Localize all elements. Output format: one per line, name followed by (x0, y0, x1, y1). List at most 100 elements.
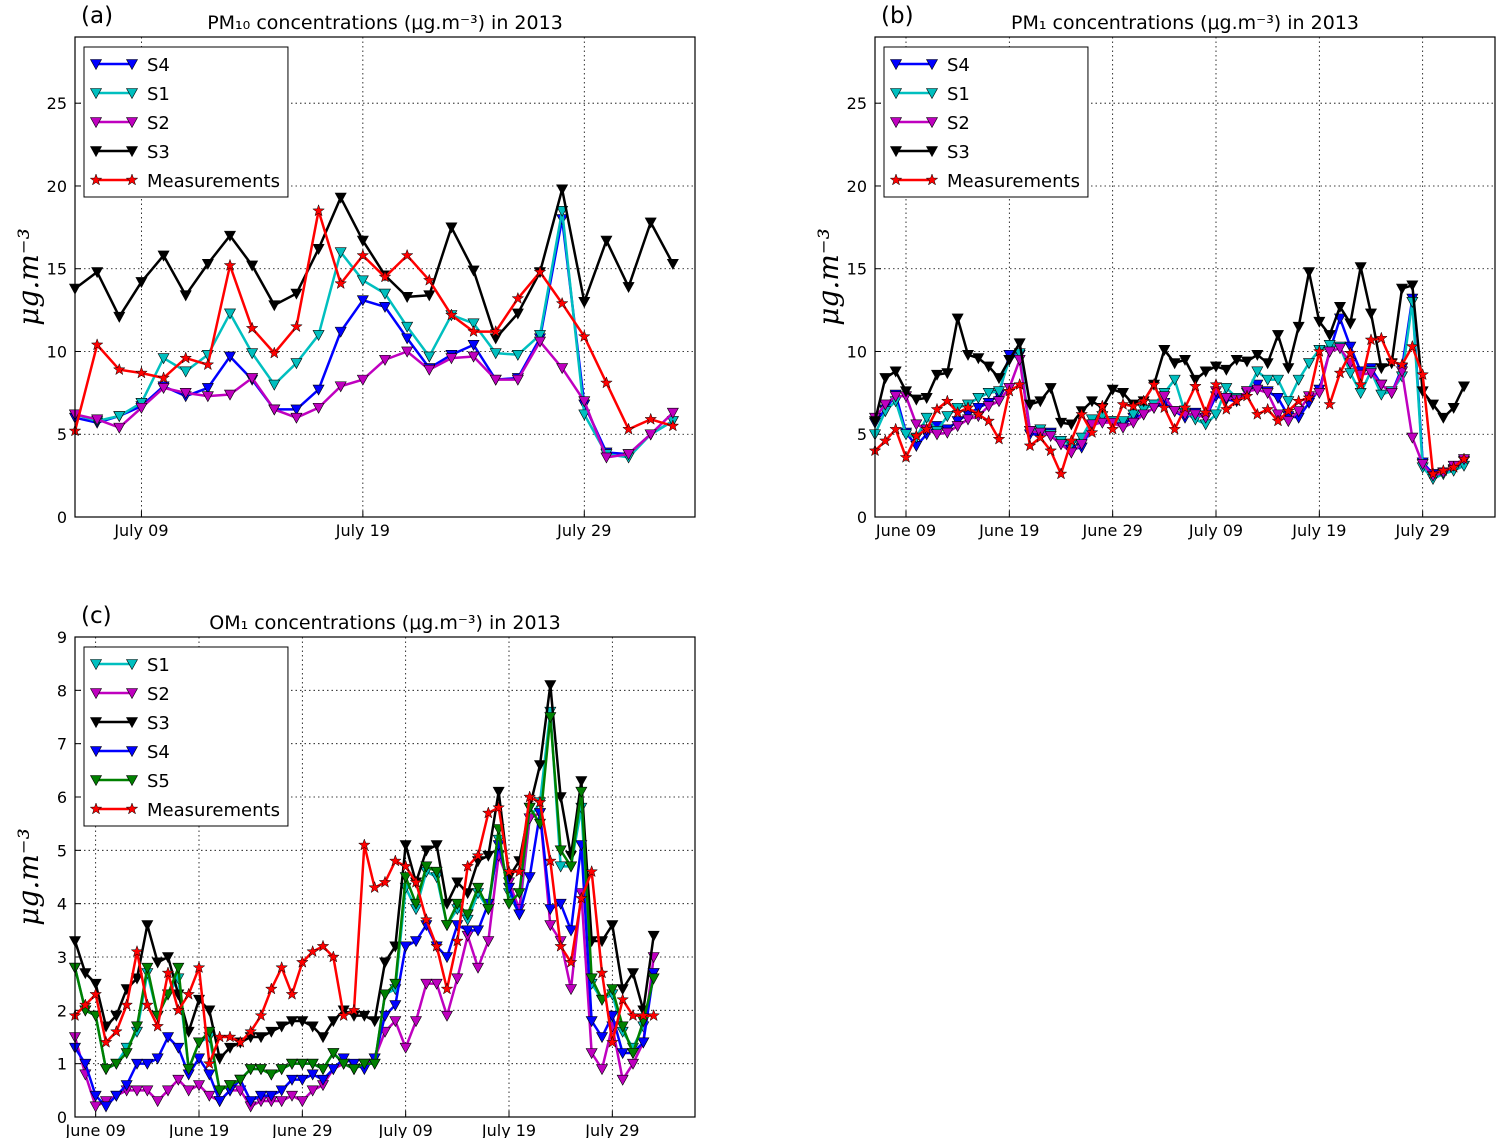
data-point (513, 888, 526, 900)
data-point (961, 400, 975, 414)
data-point (202, 1056, 216, 1070)
data-point (575, 776, 588, 788)
data-point (1447, 402, 1460, 414)
data-point (533, 760, 547, 772)
data-point (312, 402, 325, 414)
y-tick-label: 0 (57, 508, 67, 527)
data-point (666, 407, 679, 419)
data-point (140, 998, 154, 1011)
data-point (1333, 301, 1347, 313)
y-tick-label: 15 (47, 260, 67, 279)
data-point (585, 864, 599, 878)
data-point (172, 1042, 185, 1054)
data-point (512, 864, 526, 878)
data-point (378, 270, 392, 283)
x-tick-label: July 09 (113, 521, 168, 540)
data-point (1178, 400, 1192, 414)
data-point (482, 904, 495, 916)
data-point (564, 984, 578, 996)
legend-label: S2 (947, 113, 970, 134)
data-point (1230, 354, 1243, 366)
data-point (606, 984, 619, 996)
data-point (1065, 419, 1078, 431)
data-point (482, 850, 495, 862)
data-point (265, 1090, 278, 1102)
data-point (1240, 356, 1254, 368)
data-point (171, 1003, 185, 1016)
data-point (213, 1085, 226, 1097)
data-point (1333, 366, 1347, 379)
legend-marker (889, 117, 903, 129)
data-point (120, 998, 134, 1011)
data-point (401, 292, 414, 303)
data-point (157, 353, 170, 365)
legend-label: S3 (147, 142, 170, 163)
data-point (347, 1058, 361, 1070)
data-point (90, 338, 104, 351)
data-point (982, 414, 996, 427)
data-point (401, 333, 414, 345)
legend-frame (83, 646, 289, 827)
data-point (471, 848, 485, 862)
data-point (337, 1053, 350, 1065)
data-point (254, 1032, 268, 1044)
data-point (606, 920, 619, 932)
data-point (554, 939, 568, 952)
data-point (555, 296, 569, 309)
data-point (285, 1074, 299, 1086)
data-point (78, 998, 92, 1011)
data-point (316, 939, 330, 952)
legend-label: S1 (947, 84, 970, 105)
data-point (151, 957, 164, 969)
legend-marker (889, 59, 903, 71)
data-point (109, 1024, 123, 1038)
data-point (203, 1005, 216, 1017)
data-point (1437, 412, 1450, 424)
data-point (992, 396, 1006, 408)
data-point (378, 989, 392, 1001)
data-point (471, 882, 485, 894)
data-point (992, 373, 1006, 385)
data-point (368, 880, 382, 894)
data-point (312, 330, 325, 342)
data-point (182, 1085, 195, 1097)
data-point (1075, 439, 1088, 451)
data-point (1426, 467, 1440, 480)
data-point (1436, 463, 1450, 477)
data-point (1044, 444, 1058, 457)
legend-marker (125, 146, 139, 158)
axes-frame (74, 636, 696, 1118)
data-point (440, 920, 454, 932)
data-point (1168, 406, 1181, 418)
data-point (296, 1074, 309, 1086)
data-point (91, 414, 104, 426)
y-tick-label: 10 (47, 342, 67, 361)
data-point (157, 250, 170, 262)
data-point (622, 449, 635, 461)
data-point (157, 371, 171, 384)
x-tick-label: June 09 (65, 1121, 126, 1138)
legend-marker (89, 117, 103, 129)
x-tick-label: June 29 (271, 1121, 332, 1138)
data-point (1106, 422, 1120, 435)
data-point (554, 792, 567, 804)
data-point (1002, 384, 1016, 397)
data-point (234, 1074, 247, 1086)
data-point (644, 412, 658, 425)
data-point (356, 295, 369, 307)
legend-label: S1 (147, 84, 170, 105)
data-point (306, 1085, 319, 1097)
series-line (73, 209, 674, 432)
y-tick-label: 2 (57, 1001, 67, 1020)
panel-label: (b) (881, 3, 914, 29)
data-point (595, 1064, 609, 1076)
data-point (554, 898, 567, 910)
data-point (89, 978, 102, 990)
data-point (544, 920, 557, 932)
data-point (961, 349, 975, 361)
data-point (430, 840, 443, 852)
panel-2: 0 1 2 3 4 5 6 7 8 9 June 09 June 19 June 29 July 09 Ju… (12, 603, 696, 1138)
data-point (327, 1016, 340, 1028)
legend-marker (89, 88, 103, 100)
data-point (368, 1016, 381, 1028)
